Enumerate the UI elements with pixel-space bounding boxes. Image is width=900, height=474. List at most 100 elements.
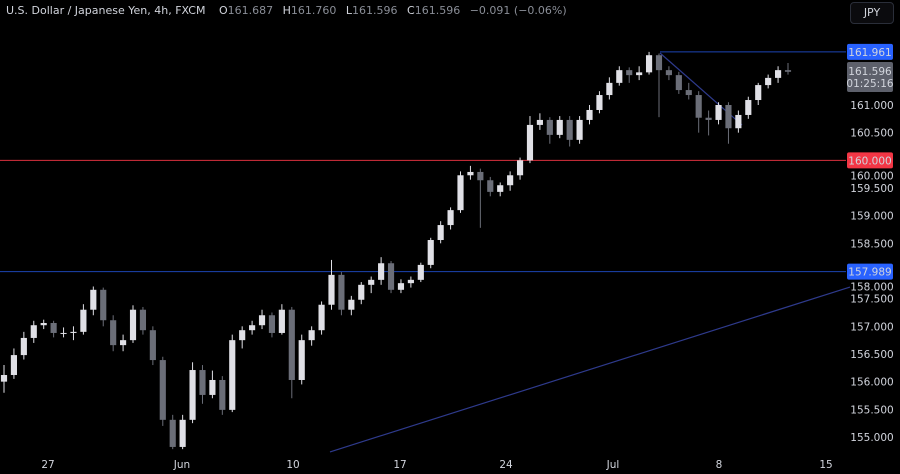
candle-body <box>705 117 712 120</box>
candle-body <box>675 75 682 91</box>
candle <box>229 334 236 413</box>
candle-body <box>725 105 732 129</box>
candle-body <box>596 95 603 110</box>
y-tick-label: 160.000 <box>850 170 893 182</box>
candle-body <box>40 323 47 326</box>
candle <box>278 304 285 335</box>
candle <box>645 51 653 75</box>
candle-body <box>437 225 444 241</box>
candle <box>308 326 315 346</box>
y-tick-label: 157.000 <box>850 321 893 333</box>
candle-body <box>50 323 57 333</box>
candle <box>665 66 672 81</box>
candle-body <box>0 375 8 382</box>
candle-body <box>546 119 553 135</box>
candle <box>268 312 276 338</box>
candle <box>685 82 692 100</box>
y-tick-label: 160.500 <box>850 128 893 140</box>
candle-body <box>209 379 216 395</box>
candle <box>0 365 8 393</box>
candle <box>606 77 613 100</box>
level-price-label: 160.000 <box>848 155 891 167</box>
y-tick-label: 161.000 <box>850 100 893 112</box>
symbol-legend: U.S. Dollar / Japanese Yen, 4h, FXCM O16… <box>6 4 573 17</box>
x-tick-label: Jul <box>606 459 620 471</box>
close-label: C <box>407 4 415 17</box>
x-tick-label: Jun <box>173 459 190 471</box>
candle-body <box>30 325 37 338</box>
candle <box>50 320 57 338</box>
candle <box>249 320 256 335</box>
currency-button[interactable]: JPY <box>850 2 894 24</box>
candle-body <box>278 309 285 333</box>
candle-body <box>636 72 643 76</box>
candle-body <box>497 185 504 192</box>
candle-body <box>219 379 226 410</box>
candle-body <box>735 114 742 129</box>
candle-body <box>417 264 424 280</box>
candle-body <box>626 70 633 76</box>
candle <box>735 110 742 133</box>
level-price-badge <box>847 152 893 169</box>
candle-body <box>655 55 663 71</box>
candle-body <box>387 263 395 290</box>
y-tick-label: 157.500 <box>850 294 893 306</box>
candle <box>516 157 524 180</box>
candle-body <box>139 309 147 331</box>
candle <box>616 66 623 86</box>
x-tick-label: 27 <box>41 459 54 471</box>
candle <box>586 105 593 125</box>
candle-body <box>110 320 117 346</box>
candle-body <box>328 274 335 305</box>
x-tick-label: 10 <box>286 459 299 471</box>
candle-body <box>189 370 196 420</box>
candle <box>139 306 147 335</box>
candle-body <box>566 119 573 140</box>
candle <box>20 331 27 360</box>
candle <box>239 326 246 349</box>
candle <box>90 286 97 316</box>
candle <box>397 279 405 294</box>
candle <box>129 305 137 343</box>
candle <box>437 221 444 244</box>
candle-body <box>149 330 156 361</box>
candle <box>199 365 206 404</box>
candle <box>655 53 663 118</box>
candle-body <box>10 355 18 376</box>
candle-body <box>239 330 246 341</box>
open-value: 161.687 <box>227 4 274 17</box>
candle <box>288 306 295 399</box>
candle-body <box>20 337 27 356</box>
candle-body <box>179 419 186 447</box>
candle <box>477 168 484 228</box>
candle-body <box>308 330 315 341</box>
candle-body <box>268 315 276 333</box>
candle-body <box>298 340 305 380</box>
candle-body <box>755 85 762 101</box>
level-price-label: 161.961 <box>848 47 891 59</box>
x-tick-label: 24 <box>499 459 513 471</box>
close-value: 161.596 <box>414 4 461 17</box>
candle <box>745 96 752 119</box>
candle-body <box>258 315 266 326</box>
candle-body <box>318 304 325 331</box>
candle <box>675 71 682 94</box>
y-tick-label: 158.000 <box>850 282 893 294</box>
candle-body <box>467 171 474 176</box>
low-label: L <box>345 4 353 17</box>
candle-body <box>199 370 206 395</box>
candle <box>566 116 573 147</box>
change-value: −0.091 (−0.06%) <box>469 4 567 17</box>
high-label: H <box>282 4 291 17</box>
candle <box>467 165 474 180</box>
candle <box>427 237 434 269</box>
candle <box>368 276 375 294</box>
y-tick-label: 155.000 <box>850 432 893 444</box>
candle <box>626 67 633 83</box>
open-label: O <box>218 4 228 17</box>
candle-body <box>397 283 405 290</box>
candle-body <box>774 70 782 78</box>
current-price-badge <box>847 62 893 93</box>
